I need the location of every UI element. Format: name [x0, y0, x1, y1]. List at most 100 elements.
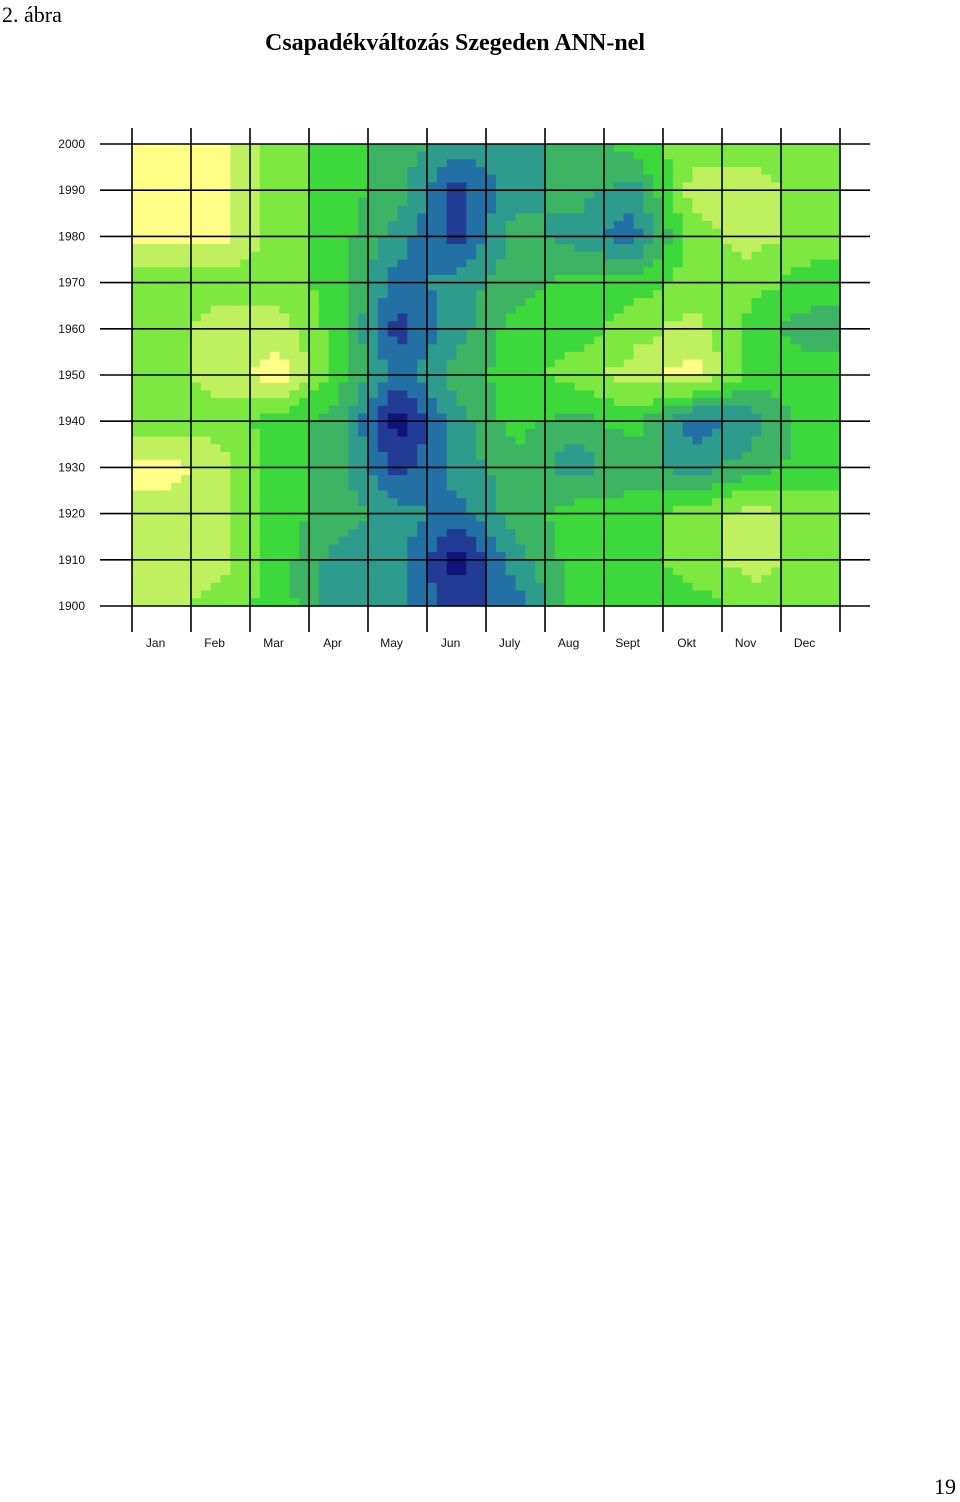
heatmap-cell	[191, 236, 202, 245]
heatmap-cell	[564, 290, 576, 299]
heatmap-cell	[240, 228, 251, 237]
heatmap-cell	[161, 167, 172, 176]
heatmap-cell	[377, 298, 389, 307]
heatmap-cell	[151, 251, 163, 261]
heatmap-cell	[741, 274, 753, 284]
heatmap-cell	[427, 544, 438, 553]
heatmap-cell	[643, 182, 654, 191]
heatmap-cell	[427, 259, 438, 268]
heatmap-cell	[712, 582, 723, 592]
heatmap-cell	[682, 529, 694, 538]
heatmap-cell	[377, 436, 389, 445]
heatmap-cell	[220, 513, 231, 522]
heatmap-cell	[358, 182, 369, 191]
heatmap-cell	[810, 413, 821, 422]
heatmap-cell	[191, 590, 202, 599]
heatmap-cell	[181, 421, 192, 430]
heatmap-cell	[594, 336, 605, 345]
heatmap-cell	[653, 274, 664, 284]
heatmap-cell	[495, 274, 507, 284]
heatmap-cell	[240, 236, 251, 245]
heatmap-cell	[505, 267, 517, 276]
heatmap-cell	[545, 336, 556, 345]
heatmap-cell	[574, 428, 585, 438]
heatmap-cell	[466, 475, 477, 484]
heatmap-cell	[427, 398, 438, 407]
heatmap-cell	[741, 144, 753, 153]
heatmap-cell	[781, 167, 792, 176]
heatmap-cell	[368, 251, 379, 261]
heatmap-cell	[181, 459, 192, 468]
heatmap-cell	[348, 544, 359, 553]
heatmap-cell	[427, 505, 438, 515]
heatmap-cell	[702, 575, 713, 584]
heatmap-cell	[682, 174, 694, 184]
heatmap-cell	[171, 244, 182, 253]
heatmap-cell	[712, 475, 723, 484]
heatmap-cell	[476, 205, 487, 214]
heatmap-cell	[771, 490, 782, 499]
heatmap-cell	[790, 452, 802, 461]
heatmap-cell	[279, 321, 290, 330]
heatmap-cell	[279, 290, 290, 299]
heatmap-cell	[436, 390, 448, 399]
heatmap-cell	[240, 290, 251, 299]
heatmap-cell	[397, 467, 408, 476]
heatmap-cell	[397, 490, 408, 499]
heatmap-cell	[328, 559, 340, 569]
heatmap-cell	[436, 321, 448, 330]
heatmap-cell	[387, 274, 399, 284]
heatmap-cell	[210, 151, 222, 160]
heatmap-cell	[545, 459, 556, 468]
heatmap-cell	[633, 398, 644, 407]
heatmap-cell	[279, 236, 290, 245]
heatmap-cell	[672, 452, 684, 461]
heatmap-cell	[417, 513, 428, 522]
heatmap-cell	[692, 559, 703, 569]
heatmap-cell	[574, 267, 585, 276]
heatmap-cell	[358, 582, 369, 592]
heatmap-cell	[761, 452, 772, 461]
heatmap-cell	[613, 197, 625, 207]
heatmap-cell	[672, 590, 684, 599]
heatmap-cell	[515, 151, 526, 160]
heatmap-cell	[672, 428, 684, 438]
heatmap-cell	[476, 529, 487, 538]
heatmap-cell	[495, 251, 507, 261]
heatmap-cell	[436, 197, 448, 207]
heatmap-cell	[672, 213, 684, 222]
heatmap-cell	[397, 205, 408, 214]
heatmap-cell	[525, 167, 536, 176]
heatmap-cell	[810, 452, 821, 461]
heatmap-cell	[397, 182, 408, 191]
heatmap-cell	[712, 590, 723, 599]
heatmap-cell	[436, 328, 448, 338]
heatmap-cell	[584, 182, 595, 191]
heatmap-cell	[259, 405, 271, 415]
heatmap-cell	[515, 167, 526, 176]
heatmap-cell	[466, 351, 477, 361]
heatmap-cell	[525, 598, 536, 607]
heatmap-cell	[466, 228, 477, 237]
heatmap-cell	[761, 459, 772, 468]
heatmap-cell	[279, 428, 290, 438]
heatmap-cell	[427, 552, 438, 561]
heatmap-cell	[702, 598, 713, 607]
heatmap-cell	[790, 190, 802, 199]
heatmap-cell	[387, 567, 399, 576]
heatmap-cell	[761, 228, 772, 237]
heatmap-cell	[318, 582, 330, 592]
heatmap-cell	[279, 436, 290, 445]
heatmap-cell	[623, 575, 635, 584]
heatmap-cell	[191, 151, 202, 160]
heatmap-cell	[259, 413, 271, 422]
heatmap-cell	[132, 544, 143, 553]
heatmap-cell	[594, 413, 605, 422]
heatmap-cell	[495, 282, 507, 291]
heatmap-cell	[299, 382, 310, 391]
heatmap-cell	[554, 490, 566, 499]
heatmap-cell	[741, 459, 753, 468]
heatmap-cell	[751, 159, 762, 168]
heatmap-cell	[613, 559, 625, 569]
heatmap-cell	[318, 213, 330, 222]
